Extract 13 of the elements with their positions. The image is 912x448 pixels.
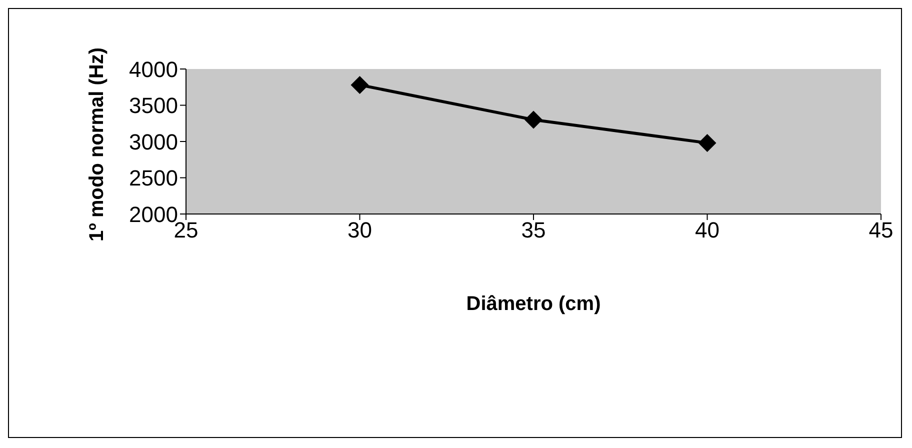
y-axis-title: 1º modo normal (Hz) (86, 48, 108, 242)
y-tick-label: 3000 (129, 129, 178, 154)
point (350, 76, 369, 94)
x-tick-label: 30 (348, 218, 372, 243)
point (698, 134, 716, 152)
y-tick-label: 2500 (129, 166, 178, 191)
x-tick-label: 45 (868, 218, 894, 243)
x-tick-label: 40 (695, 218, 720, 243)
y-tick-label: 3500 (129, 93, 178, 118)
y-tick-label: 4000 (129, 56, 178, 82)
x-axis-title: Diâmetro (cm) (466, 293, 601, 315)
x-tick-label: 35 (521, 218, 546, 243)
point (524, 110, 542, 129)
